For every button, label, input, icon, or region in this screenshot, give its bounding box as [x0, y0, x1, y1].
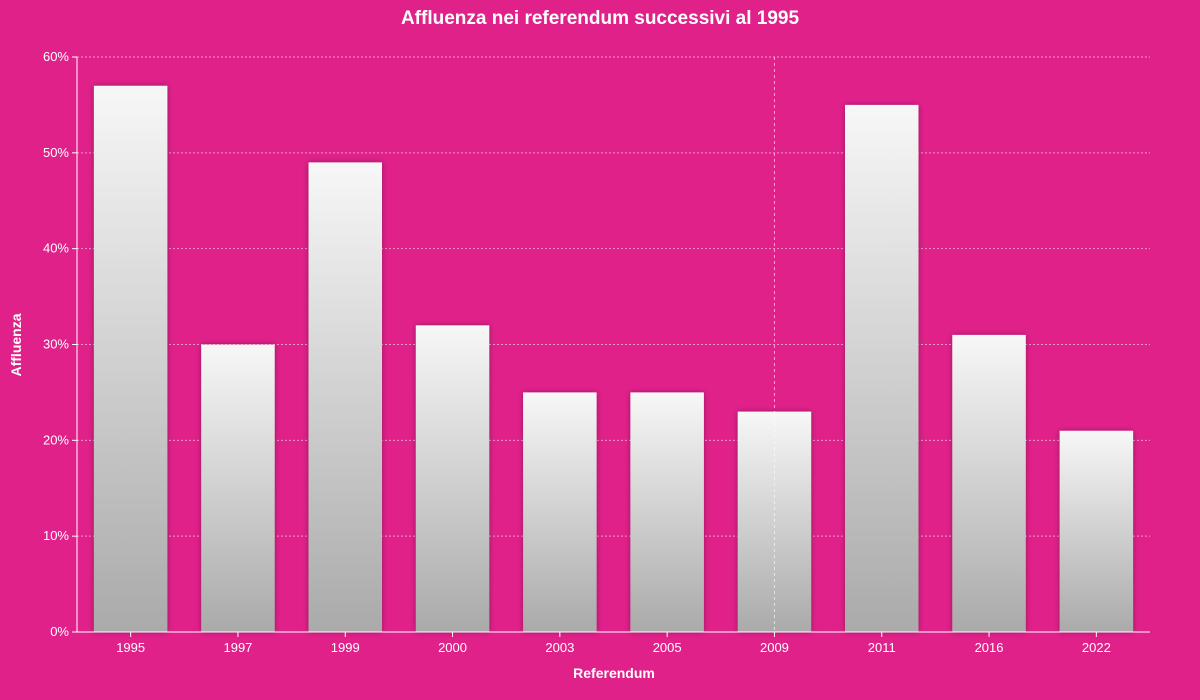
y-tick-label: 50%	[43, 145, 69, 160]
x-tick-label: 2016	[975, 640, 1004, 655]
bars	[93, 85, 1134, 633]
bar-2022[interactable]	[1059, 430, 1134, 632]
y-tick-label: 0%	[50, 624, 69, 639]
x-tick-label: 2000	[438, 640, 467, 655]
x-axis-ticks: 1995 1997 1999 2000 2003 2005 2009 2011 2016 2022	[116, 632, 1111, 655]
bar-2000[interactable]	[415, 325, 490, 632]
x-tick-label: 2009	[760, 640, 789, 655]
grid-lines	[77, 56, 1150, 537]
bar-2011[interactable]	[844, 104, 919, 632]
x-tick-label: 2011	[868, 640, 896, 655]
y-tick-label: 60%	[43, 49, 69, 64]
bar-1997[interactable]	[201, 344, 275, 633]
y-tick-label: 20%	[43, 432, 69, 447]
bar-1995[interactable]	[93, 85, 168, 632]
y-axis-title: Affluenza	[8, 313, 24, 376]
y-tick-label: 40%	[43, 241, 69, 256]
y-tick-label: 10%	[43, 528, 69, 543]
x-tick-label: 2003	[545, 640, 574, 655]
bar-1999[interactable]	[308, 162, 383, 632]
y-tick-label: 30%	[43, 337, 69, 352]
bar-2005[interactable]	[630, 392, 704, 632]
bar-2016[interactable]	[952, 334, 1026, 632]
x-axis-title: Referendum	[573, 665, 655, 681]
x-tick-label: 1997	[223, 640, 252, 655]
x-tick-label: 2022	[1082, 640, 1111, 655]
y-axis-ticks: 0% 10% 20% 30% 40% 50% 60%	[43, 49, 77, 639]
chart-title: Affluenza nei referendum successivi al 1…	[401, 8, 800, 29]
bar-2003[interactable]	[523, 392, 597, 632]
x-tick-label: 2005	[653, 640, 682, 655]
x-tick-label: 1999	[331, 640, 360, 655]
x-tick-label: 1995	[116, 640, 145, 655]
